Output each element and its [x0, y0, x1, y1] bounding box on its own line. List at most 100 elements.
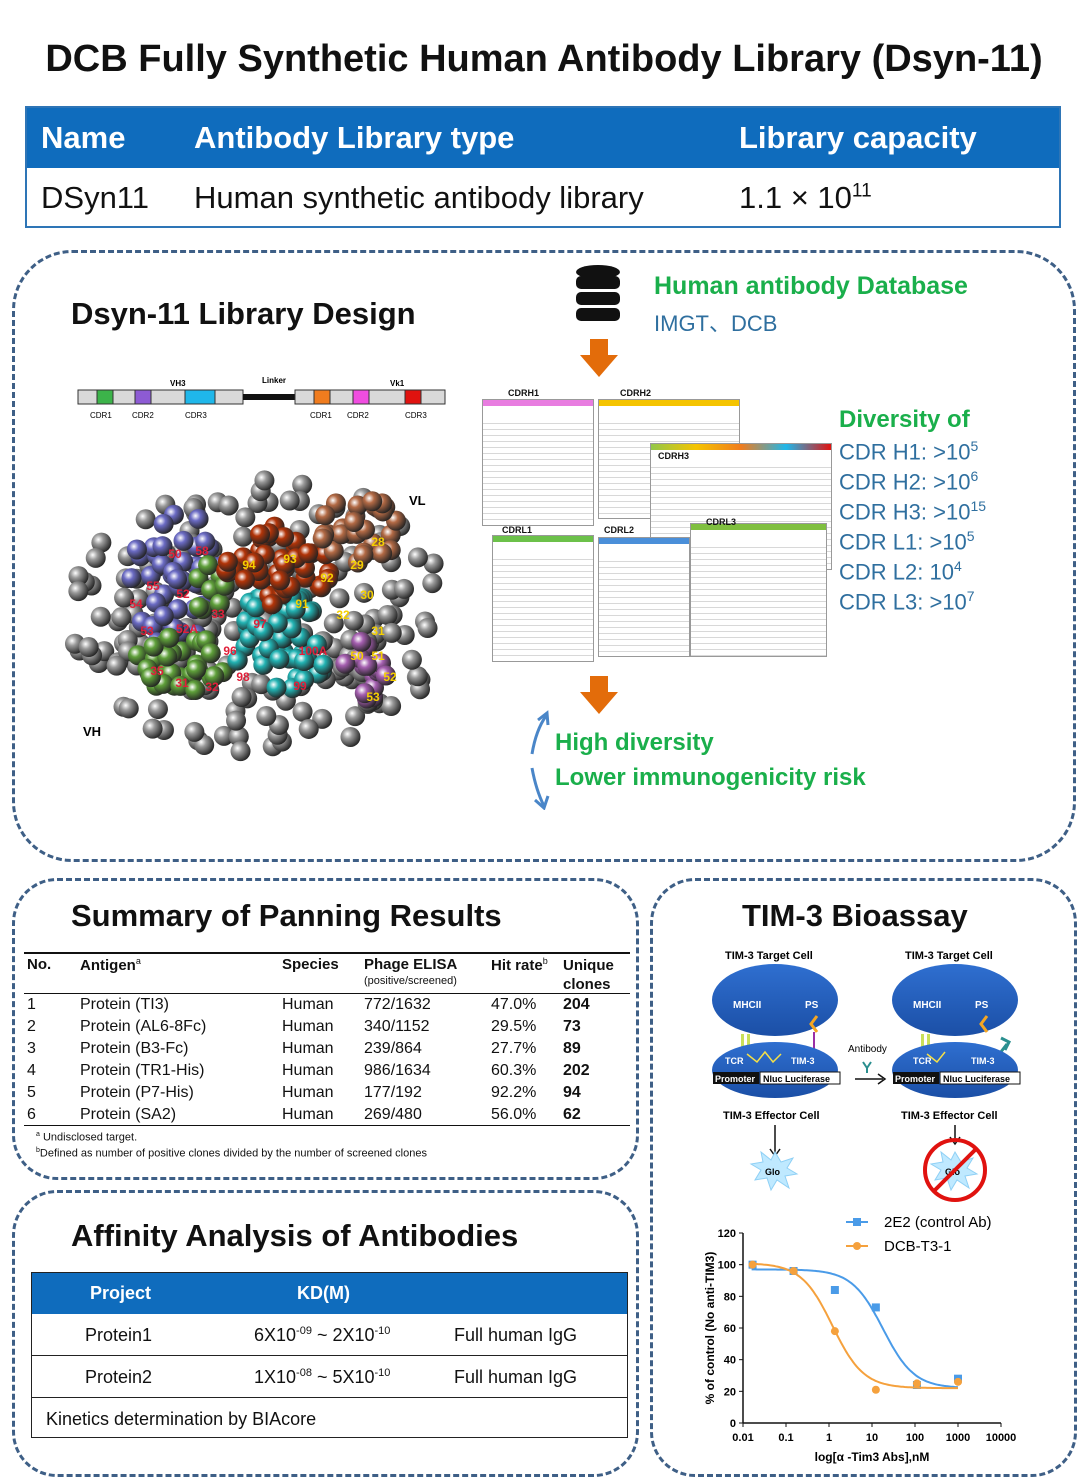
residue-label: 35 [150, 664, 164, 678]
atom-sphere [312, 528, 333, 549]
atom-sphere [423, 553, 444, 574]
diversity-exp: 4 [953, 558, 962, 574]
atom-sphere [111, 607, 132, 628]
panning-title: Summary of Panning Results [71, 898, 502, 933]
chart-x-axis-label: log[α -Tim3 Abs],nM [815, 1450, 930, 1464]
affinity-kd: 6X10-09 ~ 2X10-10 [254, 1325, 390, 1346]
page-title: DCB Fully Synthetic Human Antibody Libra… [45, 38, 1043, 80]
library-table: Name Antibody Library type Library capac… [25, 106, 1061, 228]
row-hit: 47.0% [491, 996, 537, 1013]
diversity-item: CDR L2: 104 [839, 558, 986, 588]
residue-label: 28 [371, 535, 385, 549]
atom-sphere [121, 568, 142, 589]
table-row: Protein1 6X10-09 ~ 2X10-10 Full human Ig… [32, 1314, 627, 1356]
panning-bottom-rule [24, 1125, 630, 1126]
kd-sep: ~ 2X10 [311, 1325, 375, 1345]
footnote-b-mark: b [36, 1147, 40, 1154]
no-signal-icon [923, 1138, 987, 1202]
bioassay-diagram: TIM-3 Target Cell MHCII PS TCR TIM-3 Pro… [712, 950, 1021, 1202]
atom-sphere [228, 726, 249, 747]
panning-header-rule [24, 993, 630, 994]
atom-sphere [78, 637, 99, 658]
right-target-cell [892, 964, 1018, 1036]
row-species: Human [282, 996, 334, 1013]
diversity-exp: 6 [970, 468, 979, 484]
chart-y-tick-label: 120 [718, 1228, 736, 1240]
kd-a-exp: -09 [296, 1325, 312, 1337]
residue-label: 33 [211, 607, 225, 621]
chart-point [830, 1327, 839, 1336]
diversity-label: CDR L3: >10 [839, 589, 967, 615]
chart-y-tick-label: 0 [730, 1418, 736, 1430]
gene-vk-cdr1: CDR1 [310, 411, 332, 420]
benefit-low-immunogenicity: Lower immunogenicity risk [555, 764, 866, 791]
atom-sphere [401, 649, 422, 670]
atom-sphere [126, 539, 147, 560]
atom-sphere [256, 706, 277, 727]
diversity-item: CDR H2: >106 [839, 468, 986, 498]
up-down-arrows-icon [530, 710, 550, 810]
benefit-high-diversity: High diversity [555, 729, 714, 756]
chart-x-tick-label: 10000 [986, 1432, 1017, 1444]
atom-sphere [266, 677, 287, 698]
left-target-cell [712, 964, 838, 1036]
sheet-cdrl2 [598, 537, 690, 657]
residue-label: 53 [366, 690, 380, 704]
atom-sphere [298, 718, 319, 739]
database-sources: IMGT、DCB [654, 311, 778, 336]
atom-sphere [254, 470, 275, 491]
cdr-frequency-tables: CDRH1 CDRH2 CDRH3 CDRL1 CDRL2 CDRL3 [480, 385, 832, 662]
row-hit: 29.5% [491, 1018, 537, 1035]
affinity-kd: 1X10-08 ~ 5X10-10 [254, 1367, 390, 1388]
row-species: Human [282, 1040, 334, 1057]
chart-x-tick-label: 1 [826, 1432, 832, 1444]
atom-sphere [195, 531, 216, 552]
gene-vh-label: VH3 [170, 379, 186, 388]
residue-label: 31 [175, 676, 189, 690]
structure-vl-label: VL [409, 493, 426, 508]
affinity-format: Full human IgG [454, 1367, 578, 1387]
sheet-label-cdrl1: CDRL1 [502, 525, 533, 535]
atom-sphere [147, 699, 168, 720]
structure-vh-label: VH [83, 724, 101, 739]
sheet-cdrl1 [492, 535, 594, 662]
diversity-exp: 5 [970, 438, 979, 454]
residue-label: 30 [360, 588, 374, 602]
table-row: 1 Protein (TI3) Human 772/1632 47.0% 204 [27, 996, 627, 1018]
diversity-item: CDR L1: >105 [839, 528, 986, 558]
atom-sphere [198, 555, 219, 576]
diversity-exp: 7 [966, 588, 975, 604]
bioassay-title: TIM-3 Bioassay [742, 898, 968, 933]
chart-y-tick-label: 80 [724, 1291, 736, 1303]
right-tim3-label: TIM-3 [971, 1056, 995, 1066]
row-hit: 27.7% [491, 1040, 537, 1057]
gene-vk-label: Vk1 [390, 379, 405, 388]
atom-sphere [407, 547, 428, 568]
atom-sphere [323, 613, 344, 634]
atom-sphere [227, 650, 248, 671]
library-table-header: Name Antibody Library type Library capac… [27, 108, 1059, 168]
atom-sphere [343, 610, 364, 631]
atom-sphere [188, 508, 209, 529]
atom-sphere [372, 543, 393, 564]
atom-sphere [354, 683, 375, 704]
panning-col-no: No. [27, 956, 52, 973]
row-antigen: Protein (SA2) [80, 1106, 177, 1123]
atom-sphere [140, 667, 161, 688]
right-effector-cell-label: TIM-3 Effector Cell [901, 1110, 998, 1122]
atom-sphere [118, 698, 139, 719]
row-no: 6 [27, 1106, 36, 1123]
atom-sphere [188, 596, 209, 617]
atom-sphere [153, 605, 174, 626]
kd-sep: ~ 5X10 [311, 1367, 375, 1387]
right-ps-label: PS [975, 1000, 989, 1011]
left-tcr-label: TCR [725, 1056, 744, 1066]
table-row: Protein2 1X10-08 ~ 5X10-10 Full human Ig… [32, 1356, 627, 1398]
database-icon [576, 265, 620, 321]
table-row: 3 Protein (B3-Fc) Human 239/864 27.7% 89 [27, 1040, 627, 1062]
residue-label: 54 [129, 597, 143, 611]
diversity-item: CDR H1: >105 [839, 438, 986, 468]
diversity-item: CDR L3: >107 [839, 588, 986, 618]
atom-sphere [345, 706, 366, 727]
atom-sphere [244, 552, 265, 573]
